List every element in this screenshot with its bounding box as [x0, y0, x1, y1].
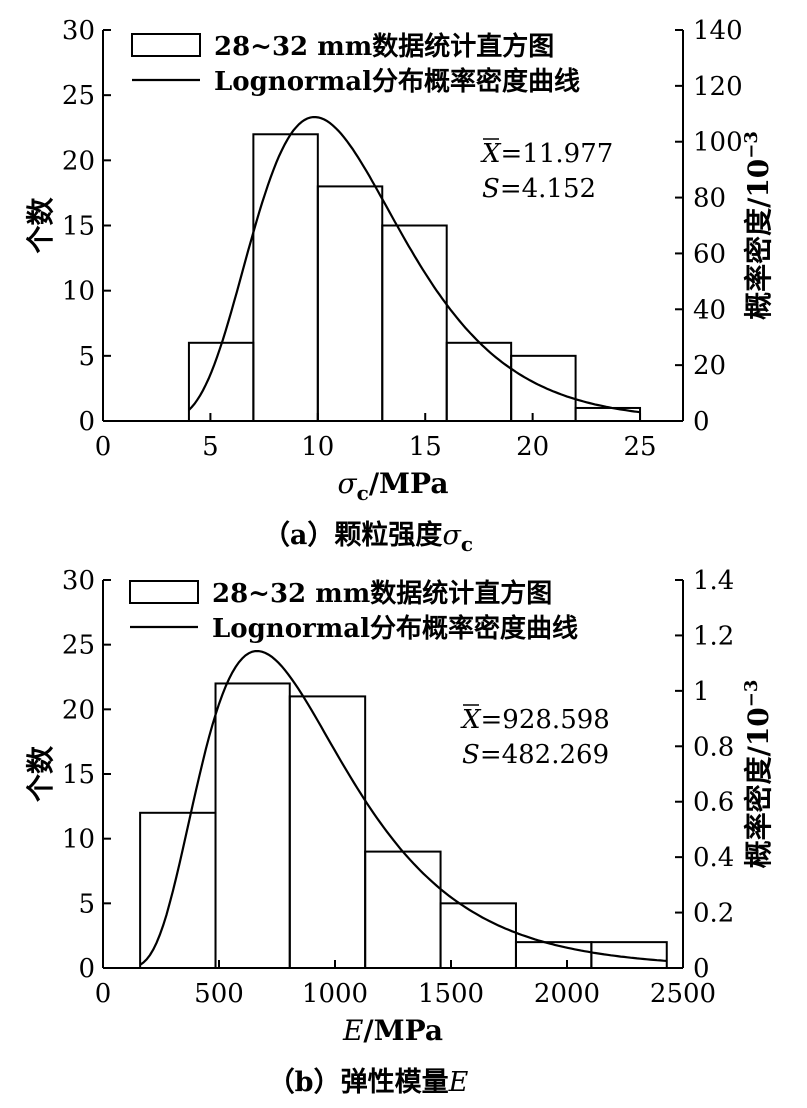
y-axis-label: 个数 — [24, 745, 57, 802]
x-tick-label: 20 — [516, 432, 549, 462]
caption-prefix: （a）颗粒强度 — [263, 519, 443, 551]
y-tick-label: 20 — [62, 146, 95, 176]
chart-a: 0 5 10 15 20 25 30 0 20 40 60 80 100 120 140 0 5 10 15 20 25… — [24, 16, 775, 552]
y2-tick-label: 1 — [693, 677, 710, 707]
figure-caption: （b）弹性模量E — [268, 1067, 469, 1098]
y-tick-label: 0 — [78, 954, 95, 984]
y2-tick-label: 140 — [693, 16, 743, 46]
x-tick-label: 25 — [623, 432, 656, 462]
y2-tick-label: 0.6 — [693, 788, 734, 818]
x-tick-label: 1000 — [302, 979, 368, 1009]
histogram-bar — [316, 185, 384, 422]
legend-label-histogram: 28~32 mm数据统计直方图 — [214, 31, 554, 62]
histogram-bar — [214, 682, 291, 969]
y-tick-label: 10 — [62, 825, 95, 855]
figure-caption: （a）颗粒强度σc — [263, 519, 473, 552]
stats-mean-symbol: X — [480, 139, 502, 169]
stats-sd: S=4.152 — [482, 174, 596, 204]
y2-axis-label: 概率密度/10−3 — [741, 680, 775, 869]
x-tick-label: 2000 — [534, 979, 600, 1009]
caption-symbol: σ — [442, 520, 462, 551]
y2-tick-label: 0.8 — [693, 732, 734, 762]
stats-mean-value: =11.977 — [501, 139, 614, 169]
legend-swatch-histogram — [129, 580, 199, 604]
y2-tick-label: 0.4 — [693, 843, 734, 873]
stats-sd-value: =4.152 — [500, 174, 596, 204]
y-tick-label: 25 — [62, 631, 95, 661]
x-tick-label: 500 — [194, 979, 244, 1009]
stats-mean-value: =928.598 — [481, 705, 610, 735]
y-tick-label: 20 — [62, 695, 95, 725]
x-tick-label: 2500 — [650, 979, 716, 1009]
stats-mean: X=928.598 — [460, 705, 610, 735]
x-axis-label: E/MPa — [342, 1014, 443, 1047]
x-axis-label: σc/MPa — [338, 467, 449, 505]
histogram-bar — [288, 695, 367, 969]
stats-mean: X=11.977 — [480, 139, 613, 169]
histogram-bar — [439, 902, 517, 970]
histogram-bar — [514, 941, 593, 969]
legend-label-histogram: 28~32 mm数据统计直方图 — [212, 578, 552, 609]
lognormal-curve — [188, 115, 641, 414]
legend-swatch-histogram — [131, 33, 201, 57]
y-tick-label: 5 — [78, 342, 95, 372]
y2-tick-label: 1.4 — [693, 566, 734, 596]
histogram-bar — [381, 224, 448, 422]
x-tick-label: 0 — [95, 979, 112, 1009]
y2-axis-label-text: 概率密度/10 — [742, 707, 775, 868]
y-tick-label: 25 — [62, 81, 95, 111]
x-tick-label: 1500 — [418, 979, 484, 1009]
y2-tick-label: 80 — [693, 184, 726, 214]
y2-axis-label-exponent: −3 — [741, 131, 762, 159]
y-tick-label: 10 — [62, 277, 95, 307]
y2-axis-label-exponent: −3 — [741, 680, 762, 708]
y2-tick-label: 0 — [693, 407, 710, 437]
y2-tick-label: 0 — [693, 954, 710, 984]
y2-tick-label: 40 — [693, 295, 726, 325]
stats-sd-symbol: S — [482, 174, 500, 204]
x-axis-label-sub: c — [357, 481, 369, 505]
x-tick-label: 0 — [95, 432, 112, 462]
y-tick-label: 0 — [78, 407, 95, 437]
chart-b: 0 5 10 15 20 25 30 0 0.2 0.4 0.6 0.8 1 1.2 1.4 0 500 1000… — [24, 566, 775, 1098]
stats-sd-symbol: S — [462, 740, 480, 770]
x-axis-label-unit: /MPa — [369, 467, 449, 500]
stats-sd-value: =482.269 — [480, 740, 609, 770]
histogram-bar — [510, 354, 577, 423]
x-tick-label: 10 — [301, 432, 334, 462]
stats-mean-symbol: X — [460, 705, 482, 735]
y2-tick-label: 100 — [693, 128, 743, 158]
y2-tick-label: 0.2 — [693, 899, 734, 929]
histogram-bar — [445, 341, 513, 422]
histogram-bar — [364, 850, 442, 970]
x-tick-label: 15 — [409, 432, 442, 462]
stats-sd: S=482.269 — [462, 740, 609, 770]
x-axis-label-symbol: E — [342, 1014, 363, 1047]
y-tick-label: 30 — [62, 16, 95, 46]
x-axis-label-symbol: σ — [338, 467, 358, 500]
x-tick-label: 5 — [202, 432, 219, 462]
y-tick-label: 5 — [78, 889, 95, 919]
x-axis-label-unit: /MPa — [363, 1014, 443, 1047]
y-tick-label: 15 — [62, 760, 95, 790]
legend-label-curve: Lognormal分布概率密度曲线 — [214, 66, 580, 97]
y2-tick-label: 60 — [693, 239, 726, 269]
y2-tick-label: 1.2 — [693, 621, 734, 651]
y2-axis-label-text: 概率密度/10 — [742, 159, 775, 320]
legend-label-curve: Lognormal分布概率密度曲线 — [212, 613, 578, 644]
caption-symbol: E — [448, 1067, 469, 1098]
histogram-bar — [590, 941, 668, 969]
y-axis-label: 个数 — [24, 197, 57, 254]
histogram-bar — [252, 133, 319, 422]
y-tick-label: 15 — [62, 212, 95, 242]
y2-tick-label: 20 — [693, 351, 726, 381]
caption-prefix: （b）弹性模量 — [268, 1067, 449, 1098]
caption-sub: c — [461, 532, 473, 552]
histogram-bar — [139, 811, 217, 969]
lognormal-curve — [139, 649, 667, 966]
y2-axis-label: 概率密度/10−3 — [741, 131, 775, 320]
histogram-bar — [187, 341, 255, 422]
y-tick-label: 30 — [62, 566, 95, 596]
y2-tick-label: 120 — [693, 72, 743, 102]
